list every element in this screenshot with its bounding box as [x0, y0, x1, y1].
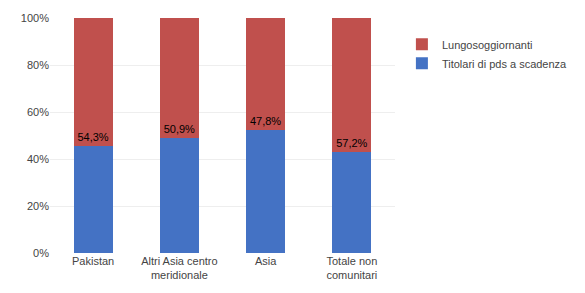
svg-text:54,3%: 54,3%	[77, 131, 108, 143]
svg-text:50,9%: 50,9%	[164, 123, 195, 135]
svg-text:Asia: Asia	[255, 255, 277, 267]
svg-text:100%: 100%	[21, 12, 49, 24]
svg-text:Totale noncomunitari: Totale noncomunitari	[326, 255, 377, 281]
svg-text:57,2%: 57,2%	[336, 137, 367, 149]
svg-text:80%: 80%	[27, 59, 49, 71]
svg-text:Lungosoggiornanti: Lungosoggiornanti	[442, 39, 533, 51]
svg-text:Pakistan: Pakistan	[72, 255, 114, 267]
svg-text:20%: 20%	[27, 200, 49, 212]
svg-text:Altri Asia centromeridionale: Altri Asia centromeridionale	[141, 255, 217, 281]
svg-text:47,8%: 47,8%	[250, 115, 281, 127]
svg-text:60%: 60%	[27, 106, 49, 118]
svg-text:0%: 0%	[33, 247, 49, 259]
svg-text:40%: 40%	[27, 153, 49, 165]
svg-text:Titolari di pds a scadenza: Titolari di pds a scadenza	[442, 58, 567, 70]
